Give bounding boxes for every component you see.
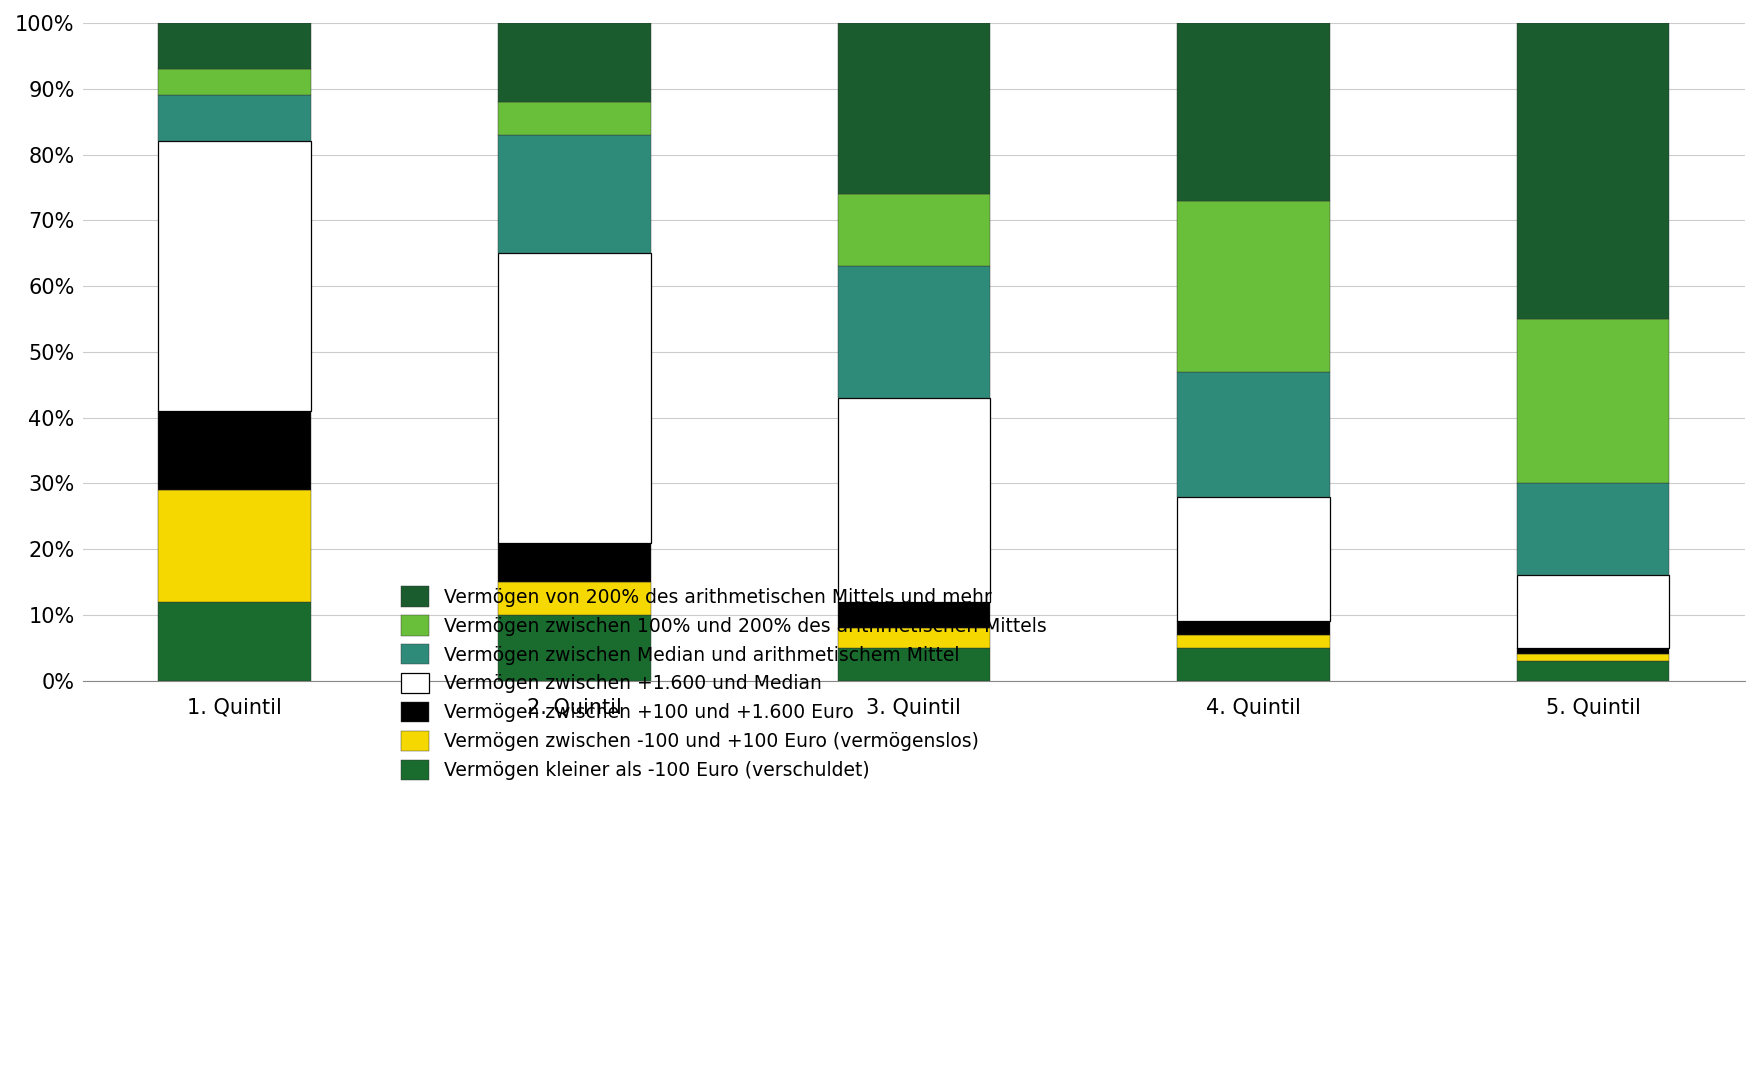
Bar — [158, 141, 312, 411]
Bar — [1177, 622, 1331, 635]
Bar — [838, 266, 991, 398]
Bar — [1177, 647, 1331, 681]
Bar — [1517, 319, 1670, 484]
Bar — [158, 70, 312, 95]
Bar — [158, 22, 312, 70]
Bar — [1517, 484, 1670, 576]
Bar — [1177, 371, 1331, 496]
Legend: Vermögen von 200% des arithmetischen Mittels und mehr, Vermögen zwischen 100% un: Vermögen von 200% des arithmetischen Mit… — [391, 577, 1056, 790]
Bar — [158, 95, 312, 141]
Bar — [1517, 655, 1670, 661]
Bar — [838, 22, 991, 194]
Bar — [498, 542, 651, 582]
Bar — [1177, 200, 1331, 371]
Bar — [498, 135, 651, 254]
Bar — [1177, 635, 1331, 647]
Bar — [1177, 22, 1331, 200]
Bar — [838, 398, 991, 601]
Bar — [1517, 647, 1670, 655]
Bar — [498, 102, 651, 135]
Bar — [1517, 661, 1670, 681]
Bar — [838, 628, 991, 647]
Bar — [1517, 576, 1670, 647]
Bar — [158, 411, 312, 490]
Bar — [498, 582, 651, 615]
Bar — [498, 254, 651, 542]
Bar — [1177, 496, 1331, 622]
Bar — [838, 194, 991, 266]
Bar — [498, 615, 651, 681]
Bar — [158, 601, 312, 681]
Bar — [498, 22, 651, 102]
Bar — [1517, 22, 1670, 319]
Bar — [158, 490, 312, 601]
Bar — [838, 601, 991, 628]
Bar — [838, 647, 991, 681]
